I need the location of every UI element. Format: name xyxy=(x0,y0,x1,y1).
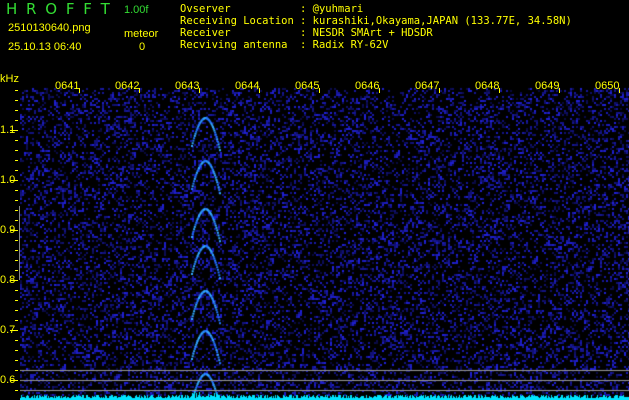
y-minor-tick xyxy=(15,310,18,311)
x-tick-label: 0643 xyxy=(175,80,200,92)
y-tick-mark xyxy=(10,380,16,381)
y-minor-tick xyxy=(15,220,18,221)
x-tick-mark xyxy=(79,88,80,93)
y-minor-tick xyxy=(15,330,18,331)
y-minor-tick xyxy=(15,390,18,391)
spectrogram-plot xyxy=(20,78,629,400)
x-tick-mark xyxy=(619,88,620,93)
info-value-receiver: : NESDR SMArt + HDSDR xyxy=(300,27,433,39)
y-tick-label: 1.1 xyxy=(0,124,16,136)
meteor-count: 0 xyxy=(139,41,146,53)
y-tick-mark xyxy=(10,130,16,131)
x-tick-mark xyxy=(139,88,140,93)
info-label-antenna: Recviving antenna xyxy=(180,39,288,51)
y-minor-tick xyxy=(15,290,18,291)
y-minor-tick xyxy=(15,280,18,281)
filename: 2510130640.png xyxy=(8,22,91,34)
y-tick-label: 0.9 xyxy=(0,224,16,236)
y-minor-tick xyxy=(15,120,18,121)
y-axis-unit: kHz xyxy=(0,73,19,85)
x-tick-mark xyxy=(559,88,560,93)
y-minor-tick xyxy=(15,130,18,131)
y-tick-label: 1.0 xyxy=(0,174,16,186)
x-tick-label: 0650 xyxy=(595,80,620,92)
datetime: 25.10.13 06:40 xyxy=(8,41,82,53)
marker-line xyxy=(19,206,20,280)
y-tick-mark xyxy=(10,280,16,281)
x-tick-label: 0642 xyxy=(115,80,140,92)
app-logo: H R O F F T xyxy=(6,0,112,18)
info-label-observer: Ovserver xyxy=(180,3,231,15)
x-tick-mark xyxy=(259,88,260,93)
x-tick-label: 0647 xyxy=(415,80,440,92)
x-tick-mark xyxy=(319,88,320,93)
y-minor-tick xyxy=(15,100,18,101)
y-minor-tick xyxy=(15,190,18,191)
y-tick-label: 0.7 xyxy=(0,324,16,336)
info-value-observer: : @yuhmari xyxy=(300,3,364,15)
y-minor-tick xyxy=(15,90,18,91)
y-tick-label: 0.6 xyxy=(0,374,16,386)
y-minor-tick xyxy=(15,140,18,141)
info-label-location: Receiving Location xyxy=(180,15,294,27)
y-minor-tick xyxy=(15,260,18,261)
x-tick-label: 0644 xyxy=(235,80,260,92)
y-minor-tick xyxy=(15,170,18,171)
y-tick-mark xyxy=(10,330,16,331)
y-minor-tick xyxy=(15,370,18,371)
y-minor-tick xyxy=(15,210,18,211)
info-value-location: : kurashiki,Okayama,JAPAN (133.77E, 34.5… xyxy=(300,15,572,27)
y-minor-tick xyxy=(15,350,18,351)
y-minor-tick xyxy=(15,250,18,251)
x-tick-mark xyxy=(439,88,440,93)
y-minor-tick xyxy=(15,380,18,381)
x-tick-label: 0646 xyxy=(355,80,380,92)
x-tick-label: 0649 xyxy=(535,80,560,92)
y-minor-tick xyxy=(15,300,18,301)
y-minor-tick xyxy=(15,340,18,341)
y-minor-tick xyxy=(15,240,18,241)
y-minor-tick xyxy=(15,180,18,181)
x-tick-mark xyxy=(199,88,200,93)
y-minor-tick xyxy=(15,320,18,321)
y-tick-mark xyxy=(10,180,16,181)
y-minor-tick xyxy=(15,110,18,111)
x-tick-label: 0641 xyxy=(55,80,80,92)
x-tick-label: 0648 xyxy=(475,80,500,92)
meteor-label: meteor xyxy=(124,28,159,40)
version-label: 1.00f xyxy=(124,4,149,16)
y-minor-tick xyxy=(15,150,18,151)
y-minor-tick xyxy=(15,200,18,201)
info-value-antenna: : Radix RY-62V xyxy=(300,39,389,51)
info-label-receiver: Receiver xyxy=(180,27,231,39)
x-tick-label: 0645 xyxy=(295,80,320,92)
y-tick-label: 0.8 xyxy=(0,274,16,286)
x-tick-mark xyxy=(379,88,380,93)
y-minor-tick xyxy=(15,230,18,231)
x-tick-mark xyxy=(499,88,500,93)
y-minor-tick xyxy=(15,270,18,271)
y-tick-mark xyxy=(10,230,16,231)
y-minor-tick xyxy=(15,360,18,361)
y-minor-tick xyxy=(15,160,18,161)
